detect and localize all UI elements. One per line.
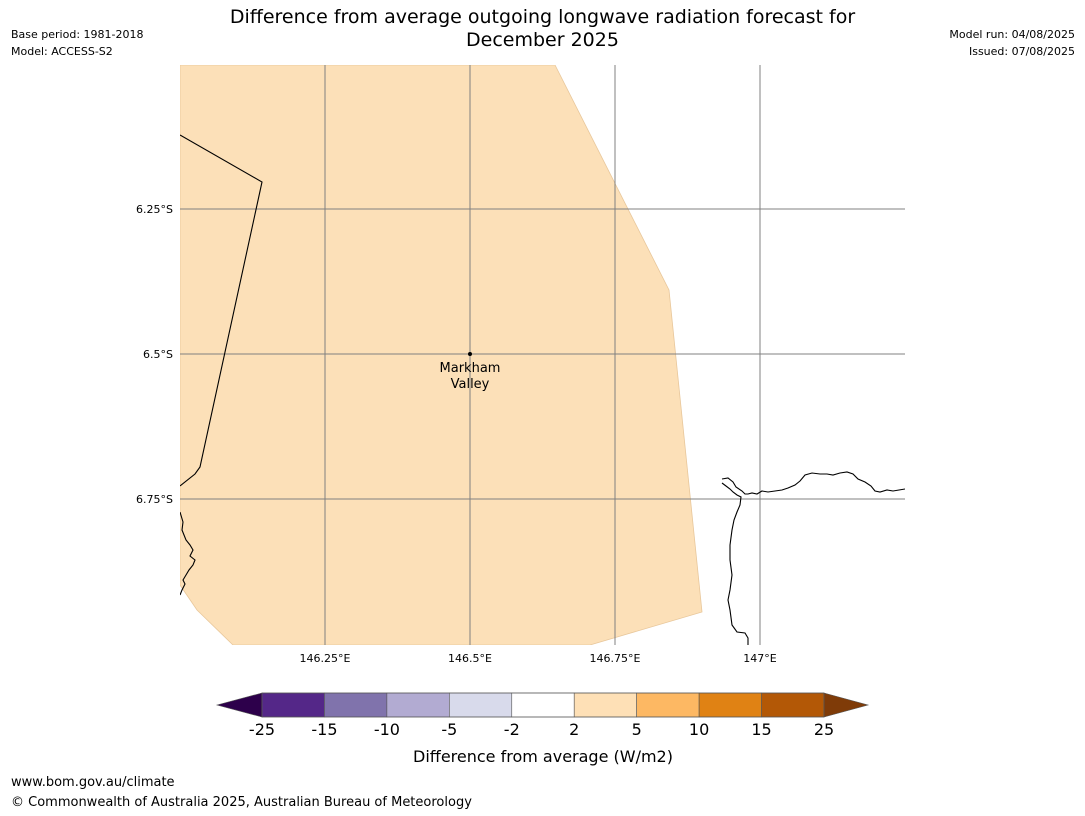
colorbar-tick-labels: -25 -15 -10 -5 -2 2 5 10 15 25 xyxy=(249,720,834,739)
base-period-text: Base period: 1981-2018 xyxy=(11,28,144,41)
chart-title: Difference from average outgoing longwav… xyxy=(0,6,1085,52)
lon-label-146-75: 146.75°E xyxy=(590,652,641,665)
colorbar-segment xyxy=(573,692,637,718)
colorbar-over-arrow xyxy=(823,692,870,718)
meta-right: Model run: 04/08/2025 Issued: 07/08/2025 xyxy=(949,26,1075,60)
lat-label-6-75: 6.75°S xyxy=(136,493,173,506)
coastline-west xyxy=(180,511,196,596)
colorbar-tick-label: 10 xyxy=(689,720,709,739)
colorbar-segment xyxy=(636,692,700,718)
colorbar-tick-label: 15 xyxy=(751,720,771,739)
colorbar-segment xyxy=(261,692,325,718)
lat-label-6-25: 6.25°S xyxy=(136,203,173,216)
colorbar-segments xyxy=(261,692,825,718)
title-line-1: Difference from average outgoing longwav… xyxy=(229,6,856,28)
place-label-line2: Valley xyxy=(451,377,490,392)
place-label-line1: Markham xyxy=(440,361,501,376)
colorbar-tick-label: 2 xyxy=(569,720,579,739)
issued-text: Issued: 07/08/2025 xyxy=(968,45,1075,58)
map-area: Markham Valley xyxy=(180,65,905,645)
lon-label-146-5: 146.5°E xyxy=(448,652,492,665)
coastline-east xyxy=(721,471,905,495)
meta-left: Base period: 1981-2018 Model: ACCESS-S2 xyxy=(11,26,143,60)
colorbar-tick-label: 25 xyxy=(814,720,834,739)
colorbar-segment xyxy=(324,692,388,718)
coastlines xyxy=(180,134,905,645)
place-marker xyxy=(468,352,472,356)
colorbar-tick-label: -5 xyxy=(441,720,457,739)
lon-label-147: 147°E xyxy=(743,652,776,665)
colorbar-segment xyxy=(386,692,450,718)
colorbar-segment xyxy=(698,692,762,718)
admin-boundary xyxy=(180,134,263,487)
colorbar-segment xyxy=(511,692,575,718)
colorbar-under-arrow xyxy=(215,692,263,718)
forecast-region xyxy=(180,65,703,645)
colorbar-segment xyxy=(761,692,825,718)
colorbar-tick-label: -2 xyxy=(504,720,520,739)
colorbar-tick-label: -25 xyxy=(249,720,275,739)
model-text: Model: ACCESS-S2 xyxy=(11,45,113,58)
footer-url: www.bom.gov.au/climate xyxy=(11,775,175,790)
graticule xyxy=(180,65,905,645)
colorbar-label: Difference from average (W/m2) xyxy=(413,747,673,766)
colorbar-tick-label: -10 xyxy=(374,720,400,739)
colorbar-segment xyxy=(449,692,513,718)
title-line-2: December 2025 xyxy=(466,29,619,51)
lat-label-6-5: 6.5°S xyxy=(143,348,173,361)
colorbar-tick-label: 5 xyxy=(632,720,642,739)
colorbar-tick-label: -15 xyxy=(311,720,337,739)
lon-label-146-25: 146.25°E xyxy=(300,652,351,665)
footer-copyright: © Commonwealth of Australia 2025, Austra… xyxy=(11,795,472,810)
model-run-text: Model run: 04/08/2025 xyxy=(949,28,1075,41)
colorbar-frame xyxy=(261,692,825,718)
coastline-south xyxy=(721,482,749,645)
colorbar: -25 -15 -10 -5 -2 2 5 10 15 25 Difference from av… xyxy=(215,692,870,766)
